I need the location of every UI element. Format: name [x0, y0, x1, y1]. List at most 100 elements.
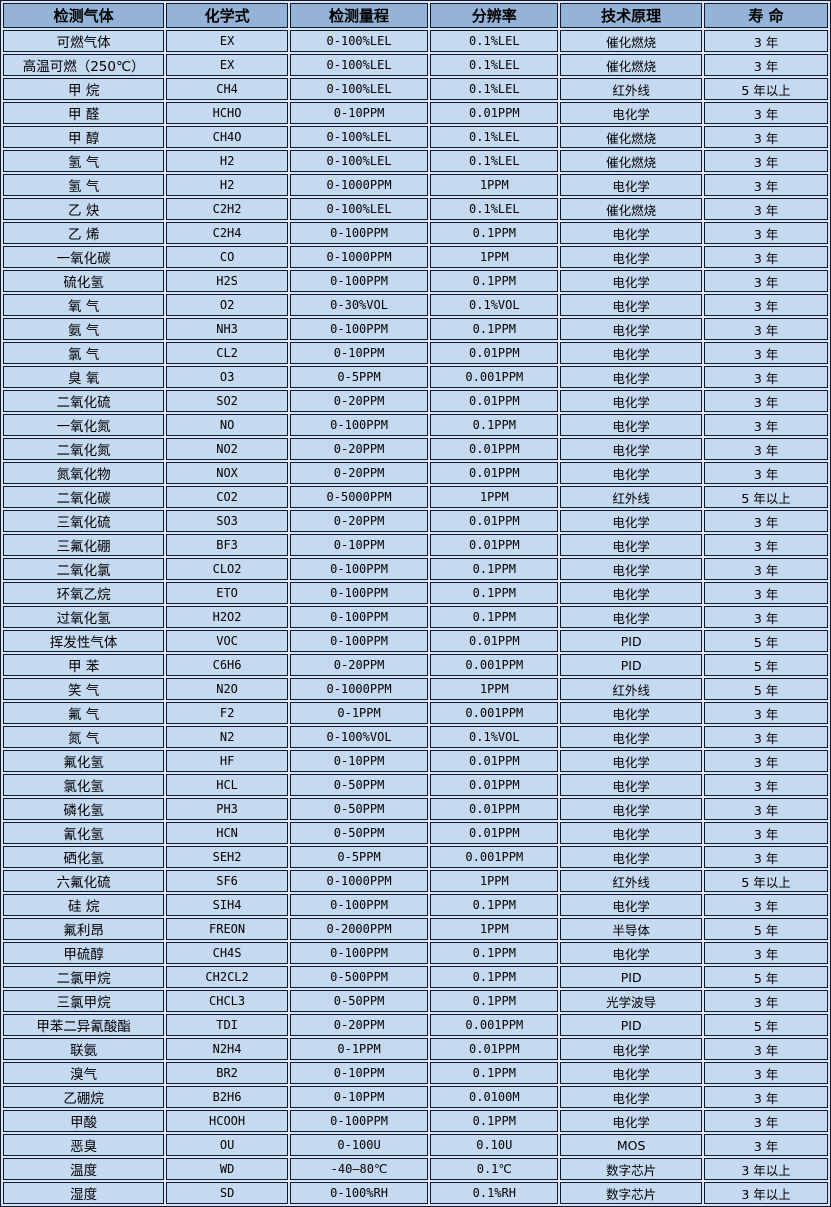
cell-resolution: 0.01PPM	[430, 510, 559, 532]
cell-resolution: 0.001PPM	[430, 366, 559, 388]
cell-technology-principle: 电化学	[560, 246, 703, 268]
cell-chemical-formula: NO2	[166, 438, 288, 460]
cell-lifespan: 3 年	[704, 1086, 828, 1108]
cell-technology-principle: 电化学	[560, 1110, 703, 1132]
cell-technology-principle: 电化学	[560, 318, 703, 340]
cell-chemical-formula: B2H6	[166, 1086, 288, 1108]
cell-technology-principle: 电化学	[560, 846, 703, 868]
table-row: 温度 WD -40—80℃ 0.1℃ 数字芯片 3 年以上	[3, 1158, 828, 1180]
cell-technology-principle: 催化燃烧	[560, 54, 703, 76]
cell-gas-name: 氧 气	[3, 294, 165, 316]
cell-resolution: 0.1PPM	[430, 894, 559, 916]
cell-technology-principle: 电化学	[560, 102, 703, 124]
cell-resolution: 0.01PPM	[430, 774, 559, 796]
cell-resolution: 0.001PPM	[430, 846, 559, 868]
cell-gas-name: 氯化氢	[3, 774, 165, 796]
cell-technology-principle: 电化学	[560, 1062, 703, 1084]
cell-gas-name: 高温可燃（250℃）	[3, 54, 165, 76]
cell-resolution: 1PPM	[430, 174, 559, 196]
cell-resolution: 1PPM	[430, 918, 559, 940]
table-row: 氟利昂 FREON 0-2000PPM 1PPM 半导体 5 年	[3, 918, 828, 940]
cell-lifespan: 3 年	[704, 990, 828, 1012]
table-row: 可燃气体 EX 0-100%LEL 0.1%LEL 催化燃烧 3 年	[3, 30, 828, 52]
cell-gas-name: 溴气	[3, 1062, 165, 1084]
cell-lifespan: 3 年	[704, 102, 828, 124]
cell-resolution: 0.1%LEL	[430, 198, 559, 220]
cell-lifespan: 3 年	[704, 726, 828, 748]
column-header-chemical-formula: 化学式	[166, 3, 288, 28]
cell-detection-range: 0-50PPM	[289, 822, 429, 844]
table-row: 氧 气 O2 0-30%VOL 0.1%VOL 电化学 3 年	[3, 294, 828, 316]
table-row: 甲 烷 CH4 0-100%LEL 0.1%LEL 红外线 5 年以上	[3, 78, 828, 100]
cell-detection-range: 0-1000PPM	[289, 174, 429, 196]
cell-technology-principle: MOS	[560, 1134, 703, 1156]
cell-lifespan: 3 年	[704, 150, 828, 172]
cell-chemical-formula: O3	[166, 366, 288, 388]
cell-lifespan: 3 年	[704, 294, 828, 316]
cell-detection-range: 0-100%LEL	[289, 150, 429, 172]
table-row: 氢 气 H2 0-100%LEL 0.1%LEL 催化燃烧 3 年	[3, 150, 828, 172]
cell-technology-principle: 电化学	[560, 342, 703, 364]
cell-technology-principle: 电化学	[560, 1086, 703, 1108]
cell-gas-name: 氟化氢	[3, 750, 165, 772]
cell-resolution: 1PPM	[430, 870, 559, 892]
cell-gas-name: 三氧化硫	[3, 510, 165, 532]
cell-resolution: 0.01PPM	[430, 534, 559, 556]
cell-technology-principle: 电化学	[560, 894, 703, 916]
cell-detection-range: 0-100PPM	[289, 414, 429, 436]
cell-gas-name: 臭 氧	[3, 366, 165, 388]
cell-chemical-formula: EX	[166, 30, 288, 52]
cell-gas-name: 氟利昂	[3, 918, 165, 940]
cell-lifespan: 5 年	[704, 918, 828, 940]
table-row: 二氧化硫 SO2 0-20PPM 0.01PPM 电化学 3 年	[3, 390, 828, 412]
cell-chemical-formula: ETO	[166, 582, 288, 604]
cell-resolution: 0.01PPM	[430, 342, 559, 364]
cell-chemical-formula: VOC	[166, 630, 288, 652]
cell-chemical-formula: OU	[166, 1134, 288, 1156]
cell-lifespan: 3 年	[704, 198, 828, 220]
cell-detection-range: 0-100PPM	[289, 894, 429, 916]
cell-resolution: 0.1PPM	[430, 222, 559, 244]
cell-detection-range: 0-20PPM	[289, 654, 429, 676]
table-row: 一氧化氮 NO 0-100PPM 0.1PPM 电化学 3 年	[3, 414, 828, 436]
cell-technology-principle: 电化学	[560, 462, 703, 484]
table-row: 氟 气 F2 0-1PPM 0.001PPM 电化学 3 年	[3, 702, 828, 724]
table-header: 检测气体 化学式 检测量程 分辨率 技术原理 寿 命	[3, 3, 828, 28]
cell-gas-name: 乙硼烷	[3, 1086, 165, 1108]
table-row: 磷化氢 PH3 0-50PPM 0.01PPM 电化学 3 年	[3, 798, 828, 820]
cell-lifespan: 5 年以上	[704, 870, 828, 892]
cell-resolution: 0.1℃	[430, 1158, 559, 1180]
table-row: 六氟化硫 SF6 0-1000PPM 1PPM 红外线 5 年以上	[3, 870, 828, 892]
cell-resolution: 0.1PPM	[430, 414, 559, 436]
cell-lifespan: 3 年	[704, 750, 828, 772]
cell-lifespan: 3 年	[704, 1038, 828, 1060]
cell-chemical-formula: SEH2	[166, 846, 288, 868]
cell-resolution: 1PPM	[430, 678, 559, 700]
cell-detection-range: 0-20PPM	[289, 390, 429, 412]
table-row: 氮 气 N2 0-100%VOL 0.1%VOL 电化学 3 年	[3, 726, 828, 748]
cell-technology-principle: 催化燃烧	[560, 30, 703, 52]
table-row: 氢 气 H2 0-1000PPM 1PPM 电化学 3 年	[3, 174, 828, 196]
table-row: 氮氧化物 NOX 0-20PPM 0.01PPM 电化学 3 年	[3, 462, 828, 484]
cell-chemical-formula: EX	[166, 54, 288, 76]
cell-gas-name: 可燃气体	[3, 30, 165, 52]
cell-detection-range: 0-10PPM	[289, 342, 429, 364]
cell-chemical-formula: NH3	[166, 318, 288, 340]
cell-detection-range: 0-100%LEL	[289, 54, 429, 76]
cell-chemical-formula: HCHO	[166, 102, 288, 124]
cell-technology-principle: 电化学	[560, 726, 703, 748]
cell-chemical-formula: SD	[166, 1182, 288, 1204]
table-row: 氨 气 NH3 0-100PPM 0.1PPM 电化学 3 年	[3, 318, 828, 340]
cell-resolution: 0.01PPM	[430, 822, 559, 844]
cell-detection-range: 0-100PPM	[289, 630, 429, 652]
table-row: 硅 烷 SIH4 0-100PPM 0.1PPM 电化学 3 年	[3, 894, 828, 916]
cell-chemical-formula: H2O2	[166, 606, 288, 628]
table-row: 笑 气 N2O 0-1000PPM 1PPM 红外线 5 年	[3, 678, 828, 700]
cell-detection-range: 0-100PPM	[289, 582, 429, 604]
table-row: 三氧化硫 SO3 0-20PPM 0.01PPM 电化学 3 年	[3, 510, 828, 532]
cell-detection-range: 0-20PPM	[289, 438, 429, 460]
cell-chemical-formula: CO2	[166, 486, 288, 508]
table-row: 恶臭 OU 0-100U 0.10U MOS 3 年	[3, 1134, 828, 1156]
cell-chemical-formula: HCOOH	[166, 1110, 288, 1132]
